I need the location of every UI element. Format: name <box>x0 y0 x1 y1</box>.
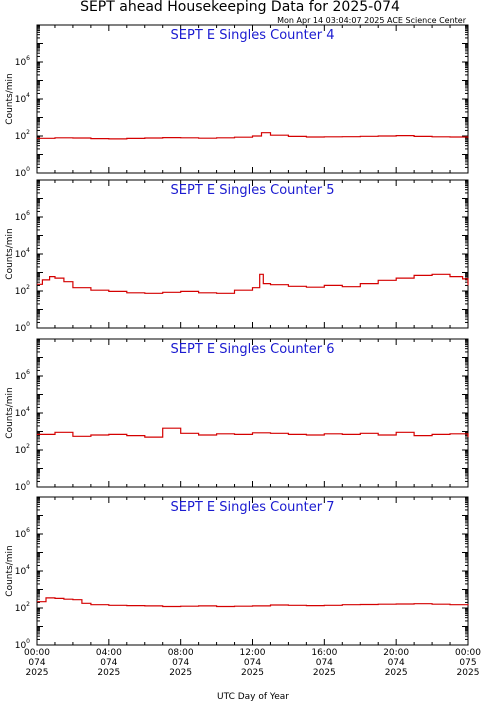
y-axis-label: Counts/min <box>5 545 15 596</box>
x-tick-label: 2025 <box>313 668 336 678</box>
y-tick-label: 104 <box>15 406 30 419</box>
y-tick-label: 104 <box>15 247 30 260</box>
y-tick-label: 102 <box>15 601 30 614</box>
x-tick-label: 2025 <box>97 668 120 678</box>
x-tick-label: 2025 <box>457 668 480 678</box>
x-tick-label: 074 <box>244 658 261 668</box>
y-tick-label: 100 <box>15 480 30 493</box>
y-tick-label: 102 <box>15 129 30 142</box>
y-tick-label: 102 <box>15 443 30 456</box>
x-tick-label: 074 <box>388 658 405 668</box>
x-tick-label: 2025 <box>169 668 192 678</box>
x-tick-label: 074 <box>316 658 333 668</box>
chart-title: SEPT E Singles Counter 4 <box>171 28 335 43</box>
x-tick-label: 075 <box>459 658 476 668</box>
chart-title: SEPT E Singles Counter 7 <box>171 500 335 515</box>
x-tick-label: 20:00 <box>383 648 409 658</box>
x-tick-label: 2025 <box>241 668 264 678</box>
x-tick-label: 08:00 <box>168 648 194 658</box>
x-tick-label: 074 <box>100 658 117 668</box>
x-tick-label: 16:00 <box>311 648 337 658</box>
x-tick-label: 2025 <box>26 668 49 678</box>
data-line-series <box>37 597 469 608</box>
data-line-series <box>37 132 469 140</box>
x-tick-label: 00:00 <box>24 648 50 658</box>
data-line-series <box>37 427 469 438</box>
y-tick-label: 106 <box>15 210 30 223</box>
y-axis-label: Counts/min <box>5 387 15 438</box>
chart-title: SEPT E Singles Counter 5 <box>171 183 335 198</box>
y-tick-label: 106 <box>15 369 30 382</box>
plot-frame <box>36 179 469 329</box>
y-tick-label: 100 <box>15 321 30 334</box>
y-axis-label: Counts/min <box>5 73 15 124</box>
y-tick-label: 100 <box>15 638 30 651</box>
data-line-series <box>37 273 469 294</box>
y-axis-label: Counts/min <box>5 228 15 279</box>
x-tick-label: 00:00 <box>455 648 481 658</box>
plot-frame <box>36 338 469 488</box>
x-tick-label: 2025 <box>385 668 408 678</box>
y-tick-label: 106 <box>15 527 30 540</box>
y-tick-label: 104 <box>15 564 30 577</box>
chart-title: SEPT E Singles Counter 6 <box>171 342 335 357</box>
y-tick-label: 104 <box>15 92 30 105</box>
x-tick-label: 12:00 <box>240 648 266 658</box>
x-axis-label: UTC Day of Year <box>217 692 289 702</box>
x-tick-label: 074 <box>28 658 45 668</box>
page-title: SEPT ahead Housekeeping Data for 2025-07… <box>80 0 400 15</box>
x-tick-label: 04:00 <box>96 648 122 658</box>
timestamp-text: Mon Apr 14 03:04:07 2025 ACE Science Cen… <box>277 16 467 25</box>
plot-frame <box>36 24 469 174</box>
x-tick-label: 074 <box>172 658 189 668</box>
plot-frame <box>36 496 469 646</box>
y-tick-label: 102 <box>15 284 30 297</box>
y-tick-label: 106 <box>15 55 30 68</box>
y-tick-label: 100 <box>15 166 30 179</box>
